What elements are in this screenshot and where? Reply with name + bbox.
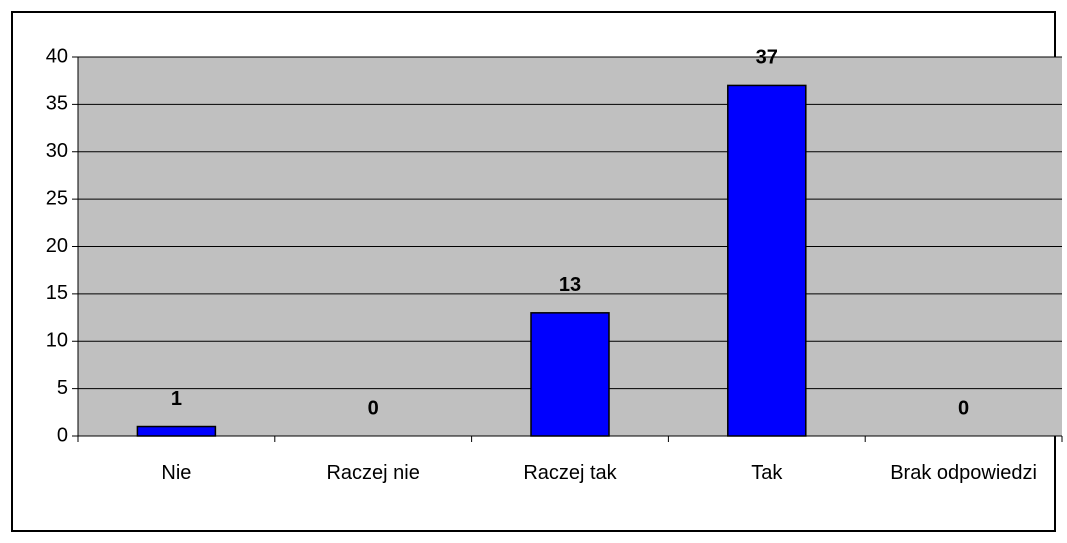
y-tick-label: 10 [46,330,68,352]
y-tick-label: 30 [46,140,68,162]
y-tick-label: 40 [46,45,68,67]
data-label: 13 [559,274,581,296]
x-tick-label: Nie [161,462,192,484]
bar [727,84,807,437]
y-tick-label: 15 [46,282,68,304]
data-label: 0 [958,397,969,419]
data-label: 0 [368,397,379,419]
y-tick-label: 25 [46,187,68,209]
y-tick-label: 20 [46,235,68,257]
y-tick-label: 35 [46,93,68,115]
y-tick-label: 5 [57,377,68,399]
bar [136,425,217,437]
x-tick-label: Raczej tak [523,462,617,484]
data-label: 37 [756,47,778,69]
x-tick-label: Tak [751,462,783,484]
x-tick-label: Raczej nie [326,462,420,484]
data-label: 1 [171,388,182,410]
y-tick-label: 0 [57,424,68,446]
x-tick-label: Brak odpowiedzi [890,462,1037,484]
bar [530,312,610,437]
